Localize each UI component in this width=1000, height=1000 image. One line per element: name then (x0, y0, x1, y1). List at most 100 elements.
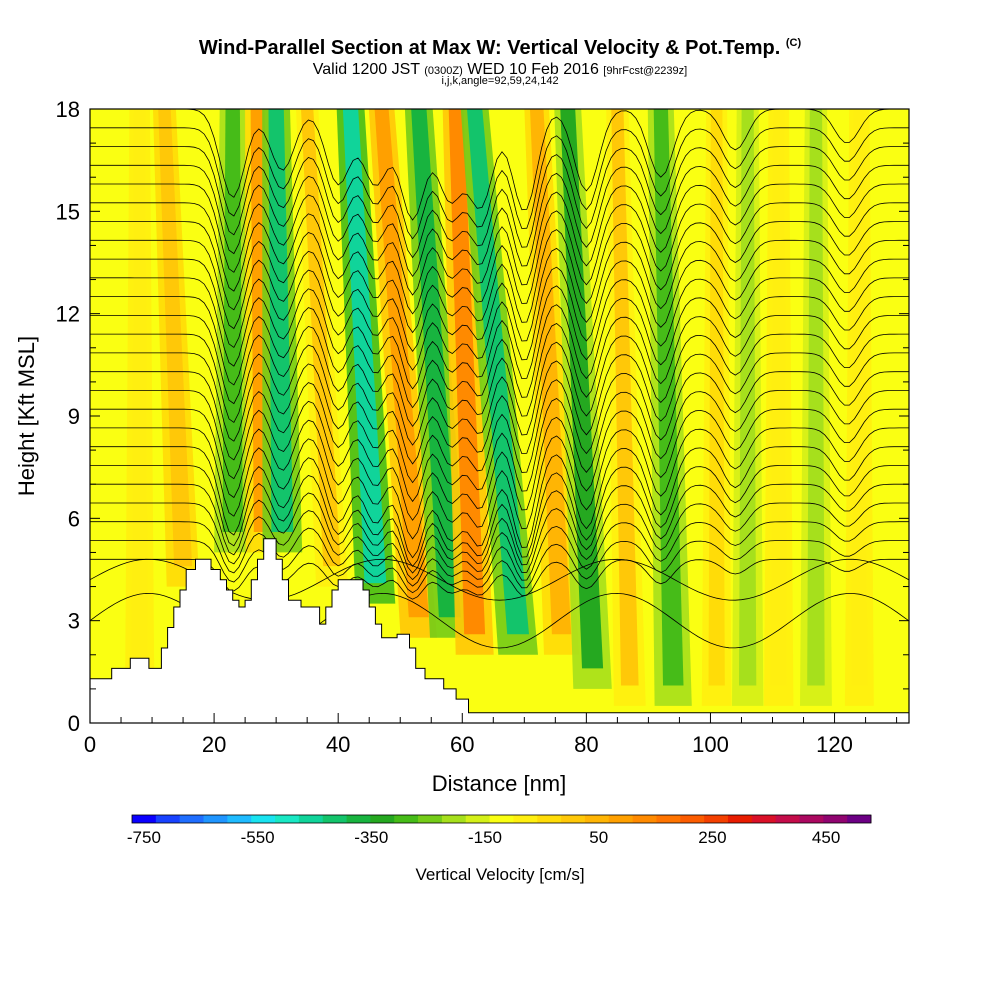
colorbar: -750 -550 -350 -150 50 250 450 (127, 814, 872, 847)
colorbar-tick-label: 50 (589, 828, 608, 847)
potential-temperature-contours (89, 108, 910, 649)
isentrope-line (90, 202, 909, 315)
isentrope-line (90, 521, 909, 587)
colorbar-frame (131, 814, 872, 824)
colorbar-swatch (322, 815, 347, 823)
colorbar-tick-label: -550 (241, 828, 275, 847)
isentrope-line (90, 146, 909, 259)
y-tick-label: 3 (68, 609, 80, 634)
colorbar-swatch (632, 815, 657, 823)
x-axis: 0 20 40 60 80 100 120 (84, 713, 898, 757)
colorbar-swatch (799, 815, 824, 823)
chart-subtitle: Valid 1200 JST (0300Z) WED 10 Feb 2016 [… (312, 61, 688, 78)
colorbar-swatch (370, 815, 395, 823)
isentrope-line (90, 239, 909, 353)
colorbar-swatch (227, 815, 252, 823)
isentrope-line (90, 390, 909, 503)
colorbar-swatch (608, 815, 634, 823)
x-tick-label: 0 (84, 732, 96, 757)
isentrope-line (90, 221, 909, 334)
colorbar-swatch (775, 815, 800, 823)
colorbar-swatch (656, 815, 681, 823)
colorbar-swatch (155, 815, 181, 823)
y-tick-label: 0 (68, 711, 80, 736)
velocity-band (342, 109, 387, 584)
y-tick-label: 9 (68, 404, 80, 429)
colorbar-tick-label: -750 (127, 828, 161, 847)
isentrope-line (90, 352, 909, 465)
isentrope-line (90, 465, 909, 568)
velocity-band (448, 109, 486, 635)
isentrope-line (90, 427, 909, 540)
x-tick-label: 120 (816, 732, 853, 757)
velocity-band (708, 109, 725, 686)
colorbar-swatch (727, 815, 753, 823)
x-tick-label: 20 (202, 732, 226, 757)
colorbar-swatch (847, 815, 872, 823)
isentrope-line (90, 408, 909, 521)
velocity-band (807, 109, 825, 686)
colorbar-swatch (489, 815, 514, 823)
colorbar-swatch (513, 815, 538, 823)
colorbar-swatch (751, 815, 777, 823)
y-tick-label: 12 (56, 302, 80, 327)
colorbar-swatch (298, 815, 324, 823)
colorbar-tick-label: 450 (812, 828, 840, 847)
x-axis-label: Distance [nm] (432, 771, 567, 796)
velocity-band (653, 109, 684, 686)
x-tick-label: 100 (692, 732, 729, 757)
chart-indices: i,j,k,angle=92,59,24,142 (441, 75, 559, 87)
velocity-band (770, 109, 787, 686)
colorbar-swatch (823, 815, 848, 823)
y-axis-label: Height [Kft MSL] (14, 336, 39, 496)
chart-title: Wind-Parallel Section at Max W: Vertical… (198, 37, 802, 59)
colorbar-swatch (346, 815, 371, 823)
y-tick-label: 15 (56, 199, 80, 224)
colorbar-swatch (275, 815, 300, 823)
colorbar-swatch (584, 815, 610, 823)
y-tick-label: 18 (56, 97, 80, 122)
colorbar-tick-label: 250 (698, 828, 726, 847)
isentrope-line (90, 483, 909, 574)
colorbar-swatch (441, 815, 467, 823)
velocity-band (611, 109, 639, 686)
isentrope-line (90, 296, 909, 409)
x-tick-label: 40 (326, 732, 350, 757)
velocity-band (374, 109, 429, 618)
y-axis: 0 3 6 9 12 15 18 (56, 97, 909, 736)
colorbar-swatch (537, 815, 562, 823)
velocity-band (560, 109, 604, 669)
isentrope-line (90, 502, 909, 581)
velocity-band (851, 109, 868, 686)
colorbar-swatch (203, 815, 228, 823)
terrain (89, 538, 910, 724)
colorbar-tick-label: -150 (468, 828, 502, 847)
colorbar-swatch (394, 815, 419, 823)
terrain-mask (89, 538, 910, 724)
colorbar-swatch (418, 815, 443, 823)
colorbar-swatch (132, 815, 157, 823)
isentrope-line (90, 164, 909, 278)
colorbar-swatch (251, 815, 276, 823)
velocity-band (268, 109, 294, 532)
velocity-band (158, 109, 193, 567)
colorbar-label: Vertical Velocity [cm/s] (415, 865, 584, 884)
y-tick-label: 6 (68, 506, 80, 531)
isentrope-line (90, 315, 909, 427)
velocity-band (467, 109, 529, 635)
velocity-band (530, 109, 572, 635)
colorbar-swatch (680, 815, 705, 823)
velocity-band (222, 109, 243, 532)
colorbar-swatch (704, 815, 729, 823)
colorbar-tick-label: -350 (354, 828, 388, 847)
velocity-band (411, 109, 461, 618)
velocity-band (131, 109, 148, 676)
isentrope-line (90, 258, 909, 371)
colorbar-swatch (465, 815, 490, 823)
x-tick-label: 60 (450, 732, 474, 757)
isentrope-line (90, 540, 909, 594)
isentrope-line (90, 371, 909, 484)
x-tick-label: 80 (574, 732, 598, 757)
isentrope-line (90, 446, 909, 559)
